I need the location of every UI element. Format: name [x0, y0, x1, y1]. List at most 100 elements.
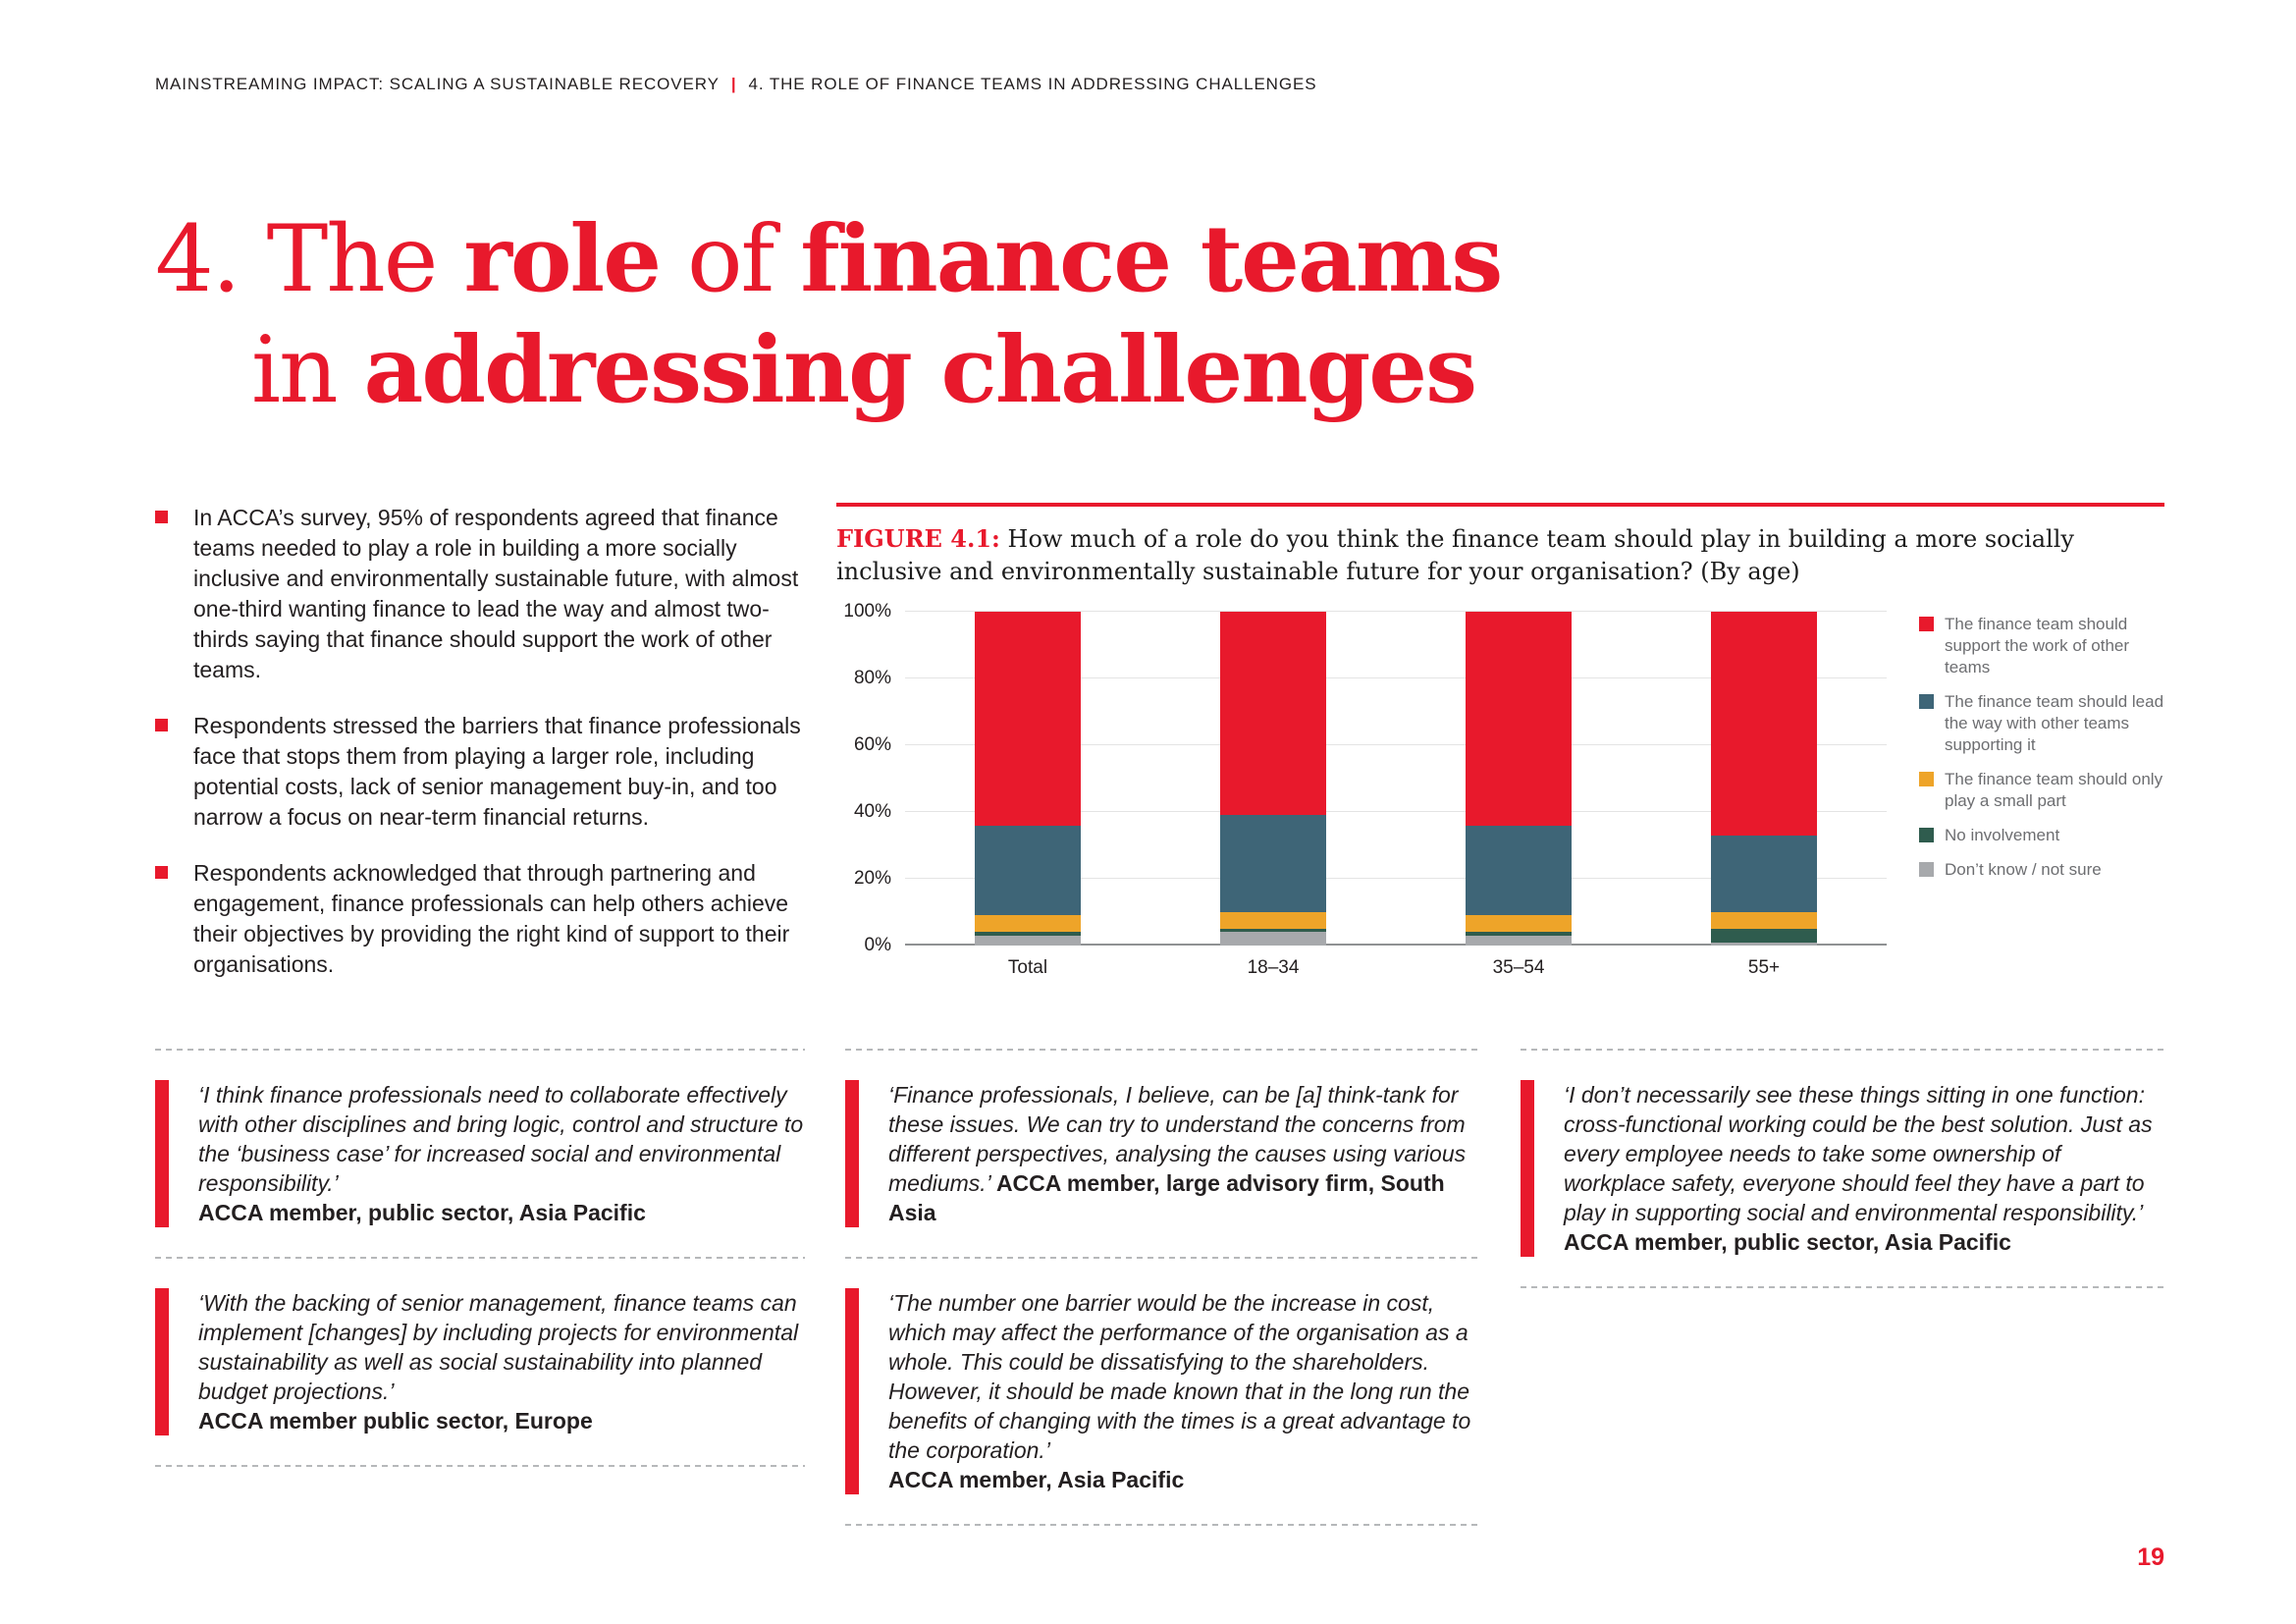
- quote-body: ‘I don’t necessarily see these things si…: [1564, 1082, 2153, 1225]
- bullet-square-icon: [155, 511, 168, 523]
- quote-body: ‘With the backing of senior management, …: [198, 1290, 799, 1404]
- running-header-left: MAINSTREAMING IMPACT: SCALING A SUSTAINA…: [155, 75, 720, 93]
- list-item: Respondents acknowledged that through pa…: [155, 858, 803, 980]
- bar-segment: [1466, 932, 1572, 936]
- running-header: MAINSTREAMING IMPACT: SCALING A SUSTAINA…: [155, 75, 1316, 94]
- bullet-square-icon: [155, 719, 168, 731]
- quote-text: ‘I don’t necessarily see these things si…: [1564, 1080, 2163, 1257]
- x-axis-label: 55+: [1747, 957, 1781, 978]
- bars: [905, 612, 1887, 946]
- quote-body: ‘Finance professionals, I believe, can b…: [888, 1082, 1467, 1196]
- bar-segment: [975, 612, 1081, 826]
- y-axis-tick: 0%: [864, 935, 891, 955]
- page-number: 19: [2137, 1543, 2164, 1571]
- quote-text: ‘With the backing of senior management, …: [198, 1288, 805, 1435]
- quote-accent-bar: [845, 1288, 859, 1494]
- pull-quote: ‘With the backing of senior management, …: [155, 1259, 805, 1465]
- quote-body: ‘I think finance professionals need to c…: [198, 1082, 804, 1196]
- quote-text: ‘I think finance professionals need to c…: [198, 1080, 805, 1227]
- dashed-divider: [1521, 1049, 2163, 1051]
- legend-item: No involvement: [1919, 825, 2164, 846]
- chart-legend: The finance team should support the work…: [1919, 614, 2164, 893]
- y-axis-tick: 100%: [843, 601, 891, 622]
- bar-slot: [1150, 612, 1396, 946]
- gridline: [905, 744, 1887, 745]
- figure-label: FIGURE 4.1:: [836, 524, 1000, 553]
- stacked-bar: [1711, 612, 1817, 946]
- figure-top-rule: [836, 503, 2164, 507]
- figure-4-1: FIGURE 4.1: How much of a role do you th…: [836, 503, 2164, 1004]
- header-separator: |: [730, 75, 737, 93]
- legend-label: The finance team should only play a smal…: [1945, 770, 2163, 810]
- legend-label: No involvement: [1945, 826, 2060, 844]
- quote-attribution: ACCA member, large advisory firm, South …: [888, 1170, 1445, 1225]
- bullet-square-icon: [155, 866, 168, 879]
- quote-text: ‘The number one barrier would be the inc…: [888, 1288, 1480, 1494]
- title-part: finance teams: [800, 205, 1503, 313]
- bar-segment: [975, 825, 1081, 916]
- title-part: of: [660, 206, 801, 313]
- x-axis-label: 35–54: [1492, 957, 1545, 978]
- legend-swatch: [1919, 828, 1934, 842]
- chart-plot: [905, 611, 1887, 946]
- dashed-divider: [845, 1257, 1480, 1259]
- quote-attribution: ACCA member public sector, Europe: [198, 1408, 593, 1434]
- quote-column-left: ‘I think finance professionals need to c…: [155, 1049, 805, 1467]
- quote-body: ‘The number one barrier would be the inc…: [888, 1290, 1471, 1463]
- bullet-text: In ACCA’s survey, 95% of respondents agr…: [193, 505, 799, 682]
- stacked-bar: [1220, 612, 1326, 946]
- bar-slot: [1641, 612, 1887, 946]
- bar-segment: [1466, 612, 1572, 826]
- bar-slot: [905, 612, 1150, 946]
- stacked-bar: [1466, 612, 1572, 946]
- legend-swatch: [1919, 772, 1934, 786]
- bar-segment: [975, 935, 1081, 946]
- list-item: In ACCA’s survey, 95% of respondents agr…: [155, 503, 803, 685]
- dashed-divider: [845, 1524, 1480, 1526]
- bar-segment: [1220, 612, 1326, 816]
- title-line-1: 4. The role of finance teams: [155, 205, 1503, 313]
- figure-caption-text: How much of a role do you think the fina…: [836, 525, 2074, 585]
- bar-segment: [1711, 612, 1817, 836]
- gridline: [905, 677, 1887, 678]
- stacked-bar: [975, 612, 1081, 946]
- page-title: 4. The role of finance teams in addressi…: [155, 204, 1503, 426]
- pull-quotes-section: ‘I think finance professionals need to c…: [155, 1049, 2164, 1526]
- bar-segment: [1466, 825, 1572, 916]
- figure-caption: FIGURE 4.1: How much of a role do you th…: [836, 522, 2164, 588]
- quote-text: ‘Finance professionals, I believe, can b…: [888, 1080, 1480, 1227]
- pull-quote: ‘I think finance professionals need to c…: [155, 1051, 805, 1257]
- legend-item: The finance team should only play a smal…: [1919, 769, 2164, 812]
- dashed-divider: [845, 1049, 1480, 1051]
- bar-segment: [1466, 935, 1572, 946]
- bar-segment: [1220, 928, 1326, 933]
- bar-segment: [1220, 911, 1326, 929]
- x-axis-line: [905, 944, 1887, 946]
- dashed-divider: [1521, 1286, 2163, 1288]
- intro-bullet-list: In ACCA’s survey, 95% of respondents agr…: [155, 503, 803, 1005]
- title-part: 4. The: [155, 206, 464, 313]
- bullet-text: Respondents acknowledged that through pa…: [193, 860, 790, 977]
- legend-item: Don’t know / not sure: [1919, 859, 2164, 881]
- gridline: [905, 611, 1887, 612]
- x-axis-label: Total: [1007, 957, 1048, 978]
- legend-swatch: [1919, 694, 1934, 709]
- quote-column-right: ‘I don’t necessarily see these things si…: [1521, 1049, 2163, 1288]
- running-header-right: 4. THE ROLE OF FINANCE TEAMS IN ADDRESSI…: [748, 75, 1317, 93]
- stacked-bar-chart: 100% 80% 60% 40% 20% 0% Total 18–34 35–54 55+ Th…: [836, 601, 2164, 1004]
- y-axis: 100% 80% 60% 40% 20% 0%: [836, 601, 891, 955]
- y-axis-tick: 80%: [853, 668, 891, 688]
- title-part: addressing challenges: [363, 316, 1477, 424]
- gridline: [905, 811, 1887, 812]
- pull-quote: ‘I don’t necessarily see these things si…: [1521, 1051, 2163, 1286]
- bar-segment: [1711, 835, 1817, 912]
- legend-label: The finance team should lead the way wit…: [1945, 692, 2164, 754]
- y-axis-tick: 60%: [853, 734, 891, 755]
- legend-swatch: [1919, 617, 1934, 631]
- quote-accent-bar: [845, 1080, 859, 1227]
- x-axis: Total 18–34 35–54 55+: [905, 957, 1887, 979]
- y-axis-tick: 20%: [853, 868, 891, 889]
- bar-segment: [1220, 932, 1326, 946]
- bar-segment: [975, 932, 1081, 936]
